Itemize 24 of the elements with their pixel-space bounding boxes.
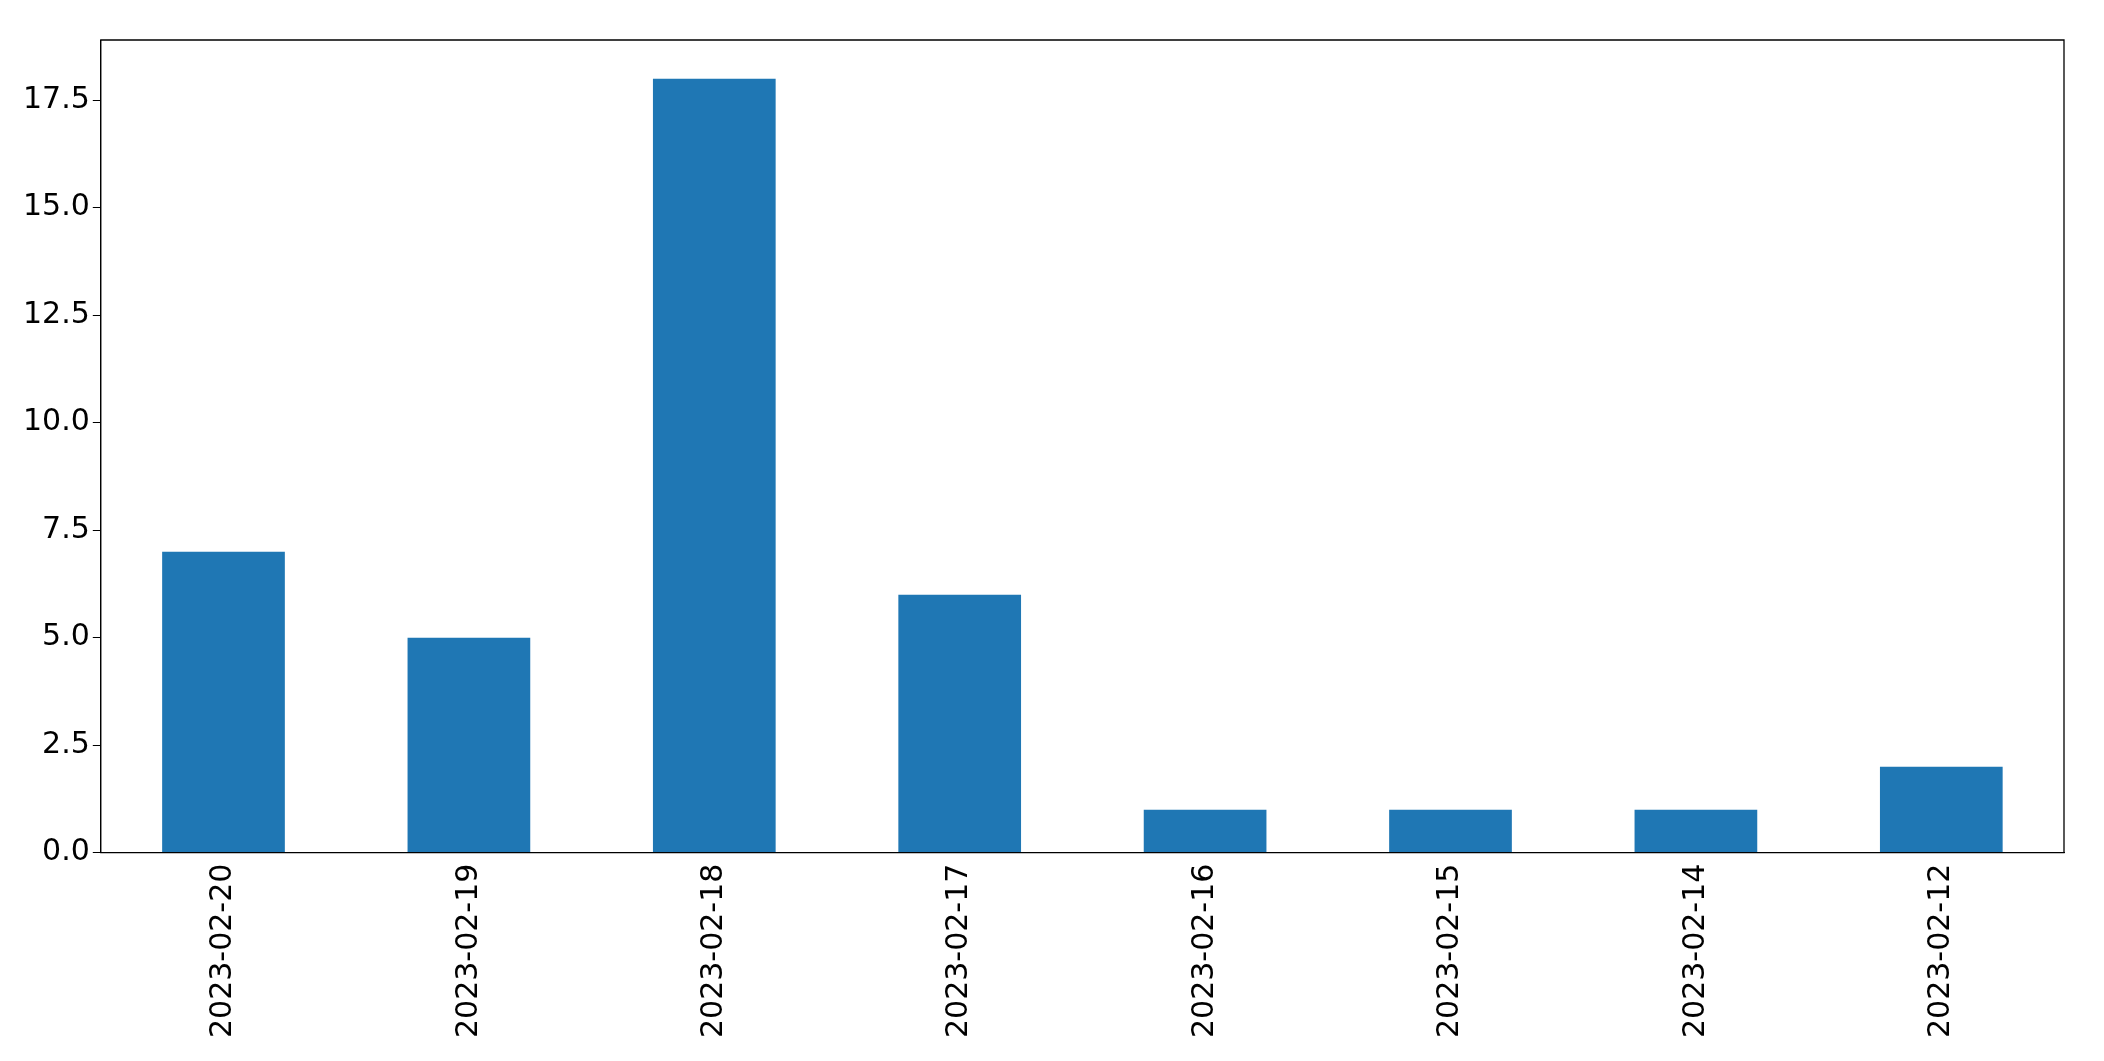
y-tick-label: 17.5 xyxy=(23,79,90,115)
bar xyxy=(162,551,285,853)
bar xyxy=(1634,809,1758,853)
x-tick-label: 2023-02-14 xyxy=(1675,863,1711,1039)
y-tick-label: 2.5 xyxy=(42,724,90,760)
y-tick-label: 10.0 xyxy=(23,402,90,438)
y-tick-label: 12.5 xyxy=(23,294,90,330)
bar xyxy=(898,594,1022,853)
bar xyxy=(407,637,531,853)
x-tick-label: 2023-02-17 xyxy=(939,863,975,1039)
x-tick-label: 2023-02-15 xyxy=(1430,863,1466,1039)
bar xyxy=(1879,766,2003,853)
x-tick-label: 2023-02-12 xyxy=(1921,863,1957,1039)
y-tick-label: 15.0 xyxy=(23,187,90,223)
bar xyxy=(1143,809,1267,853)
y-tick-label: 7.5 xyxy=(42,509,90,545)
x-tick-label: 2023-02-18 xyxy=(694,863,730,1039)
y-tick-label: 0.0 xyxy=(42,832,90,868)
x-tick-label: 2023-02-19 xyxy=(448,863,484,1039)
y-tick-label: 5.0 xyxy=(42,617,90,653)
x-tick-label: 2023-02-16 xyxy=(1184,863,1220,1039)
bar xyxy=(1389,809,1512,853)
x-tick-label: 2023-02-20 xyxy=(203,863,239,1039)
bar xyxy=(652,78,776,853)
